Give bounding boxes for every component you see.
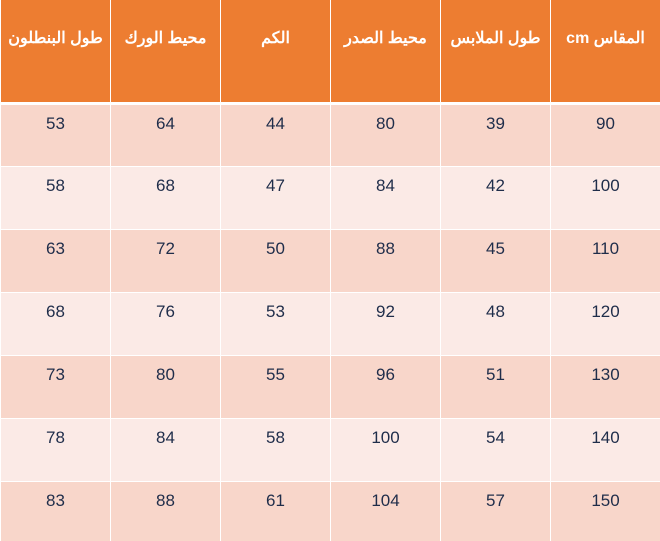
- table-cell: 53: [0, 103, 111, 167]
- table-cell: 100: [330, 418, 441, 482]
- table-cell: 88: [110, 481, 221, 541]
- table-cell: 45: [440, 229, 551, 293]
- table-cell: 72: [110, 229, 221, 293]
- table-cell: 130: [550, 355, 660, 419]
- table-cell: 84: [110, 418, 221, 482]
- table-cell: 96: [330, 355, 441, 419]
- table-cell: 140: [550, 418, 660, 482]
- table-cell: 92: [330, 292, 441, 356]
- table-cell: 51: [440, 355, 551, 419]
- table-cell: 150: [550, 481, 660, 541]
- header-pants-length: طول البنطلون: [0, 0, 111, 105]
- table-cell: 47: [220, 166, 331, 230]
- table-cell: 42: [440, 166, 551, 230]
- table-cell: 53: [220, 292, 331, 356]
- table-cell: 90: [550, 103, 660, 167]
- table-cell: 84: [330, 166, 441, 230]
- table-cell: 80: [110, 355, 221, 419]
- table-cell: 64: [110, 103, 221, 167]
- table-cell: 57: [440, 481, 551, 541]
- header-chest: محيط الصدر: [330, 0, 441, 105]
- header-size: المقاس cm: [550, 0, 660, 105]
- table-cell: 100: [550, 166, 660, 230]
- table-cell: 68: [110, 166, 221, 230]
- table-cell: 78: [0, 418, 111, 482]
- table-cell: 55: [220, 355, 331, 419]
- table-row: 140 54 100 58 84 78: [0, 418, 660, 482]
- table-cell: 104: [330, 481, 441, 541]
- header-garment-length: طول الملابس: [440, 0, 551, 105]
- table-cell: 68: [0, 292, 111, 356]
- table-cell: 44: [220, 103, 331, 167]
- table-cell: 54: [440, 418, 551, 482]
- table-row: 150 57 104 61 88 83: [0, 481, 660, 541]
- table-cell: 63: [0, 229, 111, 293]
- table-cell: 61: [220, 481, 331, 541]
- table-cell: 80: [330, 103, 441, 167]
- table-cell: 76: [110, 292, 221, 356]
- table-row: 100 42 84 47 68 58: [0, 166, 660, 230]
- table-cell: 110: [550, 229, 660, 293]
- table-row: 120 48 92 53 76 68: [0, 292, 660, 356]
- header-row: المقاس cm طول الملابس محيط الصدر الكم مح…: [0, 0, 660, 105]
- table-cell: 120: [550, 292, 660, 356]
- table-cell: 58: [220, 418, 331, 482]
- table-row: 130 51 96 55 80 73: [0, 355, 660, 419]
- table-cell: 58: [0, 166, 111, 230]
- table-row: 110 45 88 50 72 63: [0, 229, 660, 293]
- table-cell: 39: [440, 103, 551, 167]
- table-cell: 83: [0, 481, 111, 541]
- table-cell: 48: [440, 292, 551, 356]
- header-hip: محيط الورك: [110, 0, 221, 105]
- table-cell: 88: [330, 229, 441, 293]
- table-cell: 73: [0, 355, 111, 419]
- table-row: 90 39 80 44 64 53: [0, 103, 660, 167]
- header-sleeve: الكم: [220, 0, 331, 105]
- table-cell: 50: [220, 229, 331, 293]
